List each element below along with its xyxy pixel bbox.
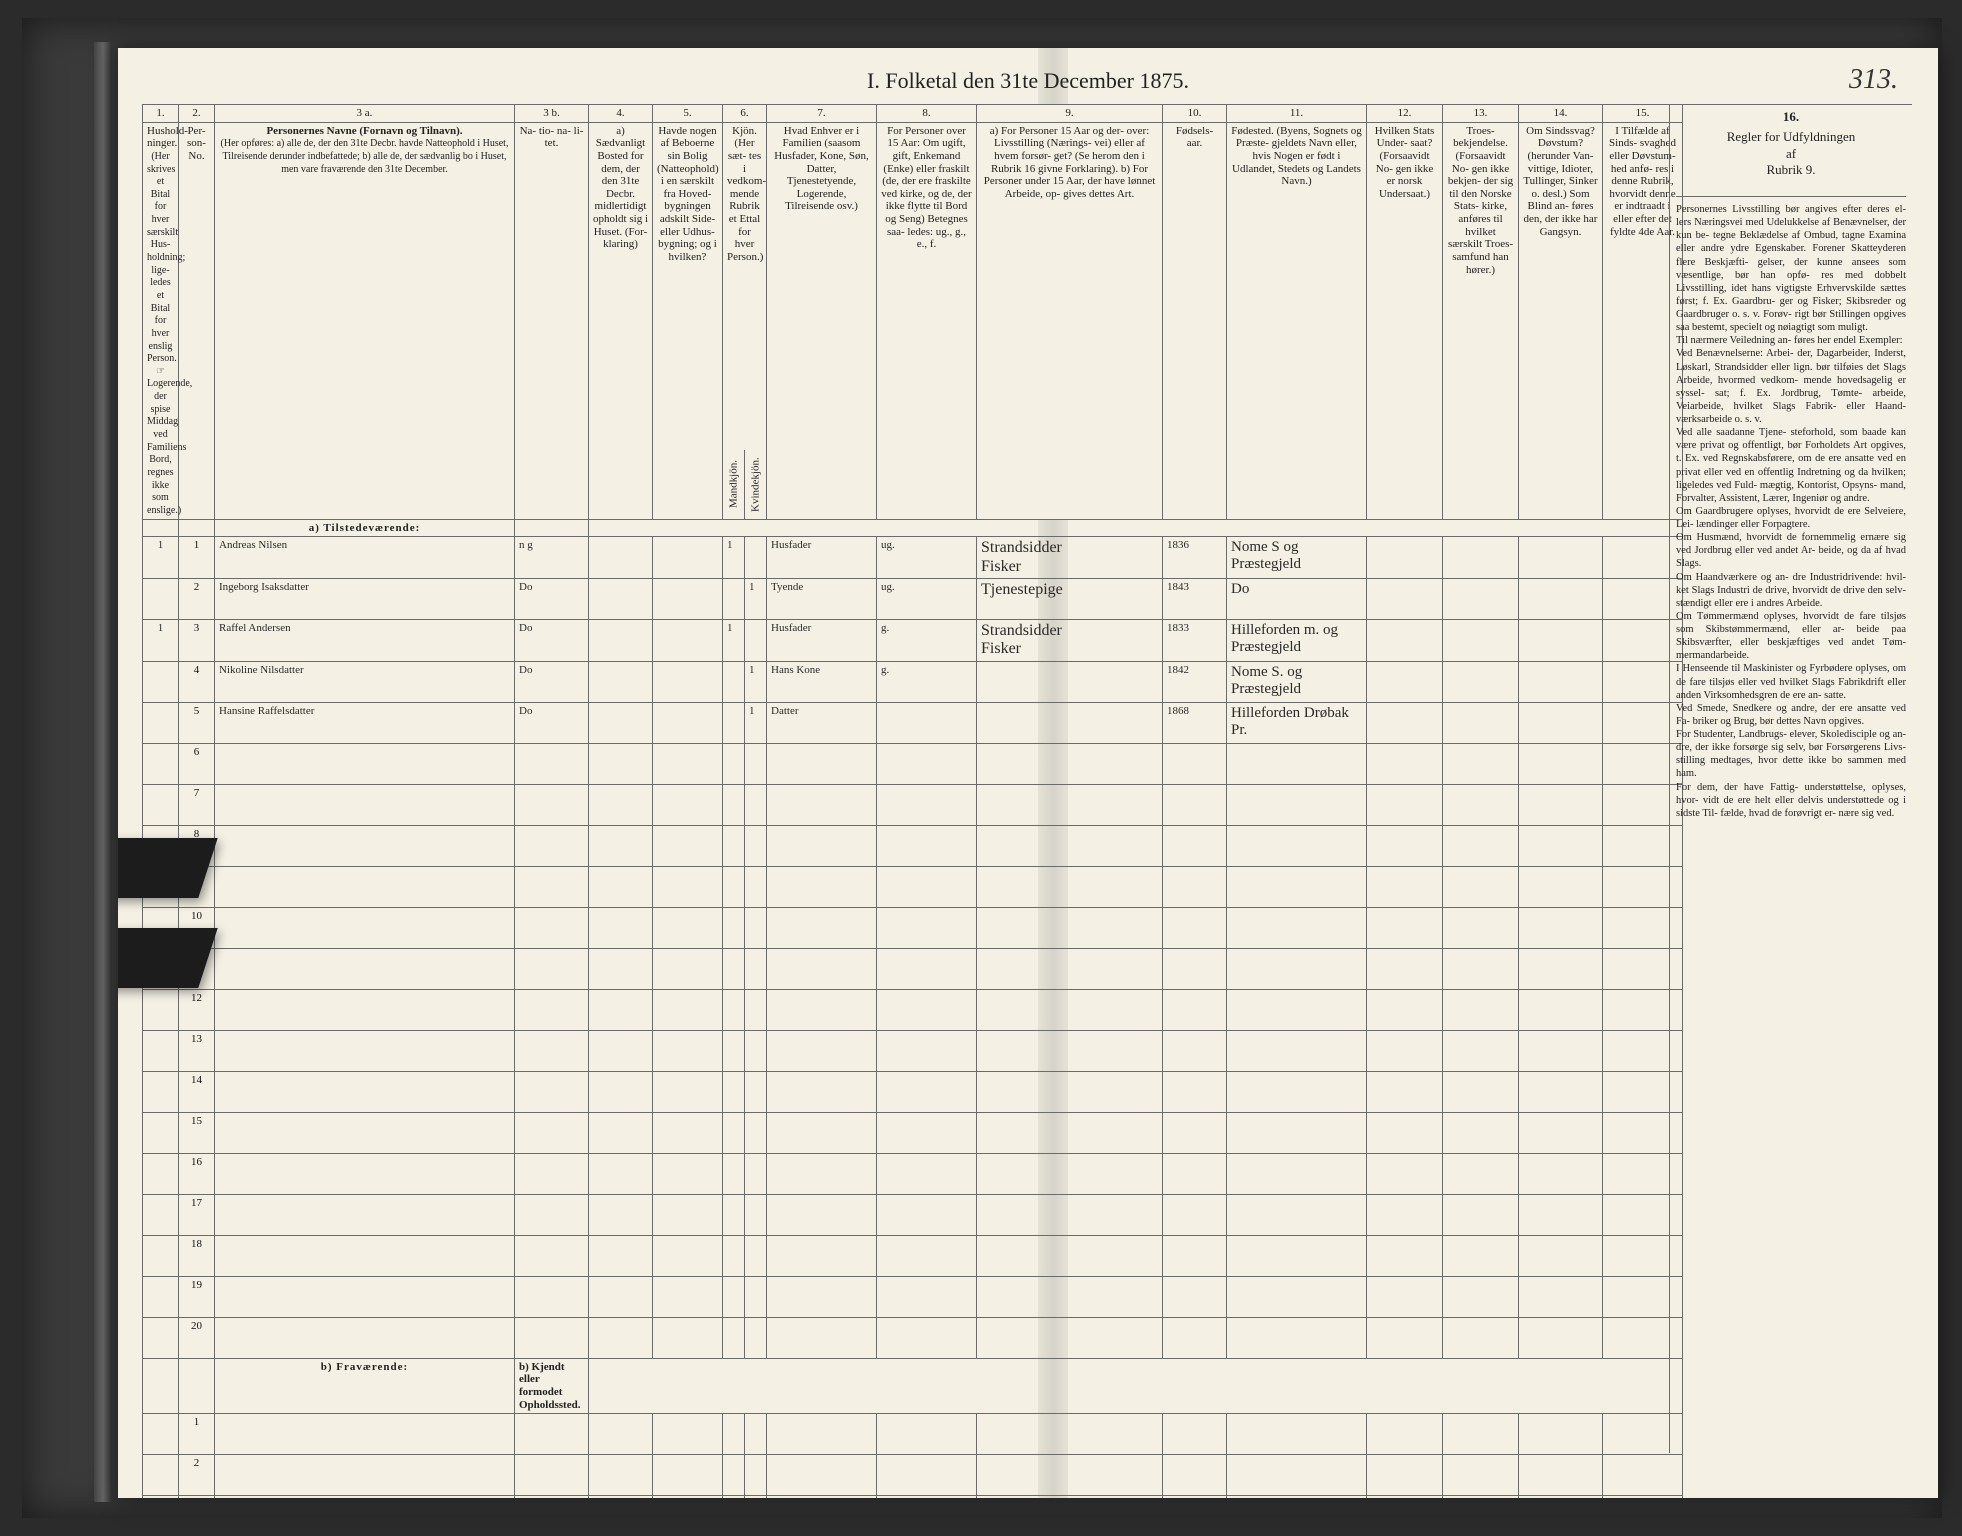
col-num: 7. (767, 105, 877, 123)
col-num: 2. (179, 105, 215, 123)
table-row: 2 (143, 1455, 1683, 1496)
person-no: 17 (179, 1194, 215, 1235)
col-num: 3 b. (515, 105, 589, 123)
table-row: 5Hansine RaffelsdatterDo1Datter1868Hille… (143, 702, 1683, 743)
person-no: 20 (179, 1317, 215, 1358)
col-num: 1. (143, 105, 179, 123)
table-row: 9 (143, 866, 1683, 907)
hdr-10: Fødsels- aar. (1163, 122, 1227, 519)
hdr-14: Om Sindssvag? Døvstum? (herunder Van- vi… (1519, 122, 1603, 519)
person-no: 4 (179, 661, 215, 702)
section-a-label-row: a) Tilstedeværende: (143, 519, 1683, 537)
table-row: 13Raffel AndersenDo1Husfaderg.Strandsidd… (143, 619, 1683, 661)
hdr-8: For Personer over 15 Aar: Om ugift, gift… (877, 122, 977, 519)
col-num: 9. (977, 105, 1163, 123)
col-num: 5. (653, 105, 723, 123)
rules-text: Personernes Livsstilling bør angives eft… (1676, 203, 1906, 820)
hdr-13: Troes- bekjendelse. (Forsaavidt No- gen … (1443, 122, 1519, 519)
col-num: 8. (877, 105, 977, 123)
hdr-6m: Mandkjön. (723, 450, 745, 519)
person-no: 16 (179, 1153, 215, 1194)
hdr-4: a) Sædvanligt Bosted for dem, der den 31… (589, 122, 653, 519)
rules-sidebar: 16. Regler for Udfyldningen af Rubrik 9.… (1669, 104, 1912, 1453)
table-row: 11Andreas Nilsenn g1Husfaderug.Strandsid… (143, 537, 1683, 579)
hdr-6: Kjön. (Her sæt- tes i vedkom- mende Rubr… (723, 122, 767, 450)
header-row: Hushold- ninger.(Her skrives et Bital fo… (143, 122, 1683, 450)
hdr-11: Fødested. (Byens, Sognets og Præste- gje… (1227, 122, 1367, 519)
column-number-row: 1.2.3 a.3 b.4.5.6.7.8.9.10.11.12.13.14.1… (143, 105, 1683, 123)
person-no: 6 (179, 743, 215, 784)
section-b-label-row: b) Fraværende: b) Kjendt eller formodet … (143, 1358, 1683, 1414)
hdr-9: a) For Personer 15 Aar og der- over: Liv… (977, 122, 1163, 519)
person-no: 1 (179, 537, 215, 579)
table-row: 1 (143, 1414, 1683, 1455)
person-no: 13 (179, 1030, 215, 1071)
table-row: 19 (143, 1276, 1683, 1317)
page-number: 313. (1849, 64, 1898, 96)
person-no: 19 (179, 1276, 215, 1317)
book-spine (94, 42, 112, 1502)
page-title: I. Folketal den 31te December 1875. (118, 68, 1938, 94)
person-no: 1 (179, 1414, 215, 1455)
hdr-16-num: 16. (1676, 109, 1906, 125)
col-num: 10. (1163, 105, 1227, 123)
person-no: 3 (179, 1496, 215, 1498)
section-b-label: b) Fraværende: (215, 1358, 515, 1414)
rows-b: 12345 (143, 1414, 1683, 1498)
hdr-7: Hvad Enhver er i Familien (saasom Husfad… (767, 122, 877, 519)
col-num: 12. (1367, 105, 1443, 123)
table-row: 13 (143, 1030, 1683, 1071)
table-row: 8 (143, 825, 1683, 866)
hdr-3b: Na- tio- na- li- tet. (515, 122, 589, 519)
hdr-6k: Kvindekjön. (745, 450, 767, 519)
col-num: 11. (1227, 105, 1367, 123)
table-row: 11 (143, 948, 1683, 989)
hdr-3b-b: b) Kjendt eller formodet Opholdssted. (515, 1358, 589, 1414)
hdr-16: Regler for Udfyldningen af Rubrik 9. (1676, 125, 1906, 197)
table-row: 12 (143, 989, 1683, 1030)
person-no: 5 (179, 702, 215, 743)
hdr-2: Per- son- No. (179, 122, 215, 519)
table-row: 4Nikoline NilsdatterDo1Hans Koneg.1842No… (143, 661, 1683, 702)
table-row: 3 (143, 1496, 1683, 1498)
person-no: 12 (179, 989, 215, 1030)
hdr-1: Hushold- ninger.(Her skrives et Bital fo… (143, 122, 179, 519)
hdr-5: Havde nogen af Beboerne sin Bolig (Natte… (653, 122, 723, 519)
hdr-3a: Personernes Navne (Fornavn og Tilnavn).(… (215, 122, 515, 519)
person-no: 14 (179, 1071, 215, 1112)
census-page: I. Folketal den 31te December 1875. 313.… (118, 48, 1938, 1498)
col-num: 4. (589, 105, 653, 123)
table-row: 18 (143, 1235, 1683, 1276)
col-num: 3 a. (215, 105, 515, 123)
census-table: 1.2.3 a.3 b.4.5.6.7.8.9.10.11.12.13.14. 1… (142, 104, 1683, 1498)
person-no: 7 (179, 784, 215, 825)
col-num: 14. (1519, 105, 1603, 123)
table-row: 16 (143, 1153, 1683, 1194)
section-a-label: a) Tilstedeværende: (215, 519, 515, 537)
table-row: 14 (143, 1071, 1683, 1112)
rows-a: 11Andreas Nilsenn g1Husfaderug.Strandsid… (143, 537, 1683, 1359)
book-frame: I. Folketal den 31te December 1875. 313.… (22, 18, 1942, 1518)
col-num: 13. (1443, 105, 1519, 123)
person-no: 2 (179, 578, 215, 619)
table-row: 17 (143, 1194, 1683, 1235)
table-row: 6 (143, 743, 1683, 784)
table-row: 15 (143, 1112, 1683, 1153)
table-row: 20 (143, 1317, 1683, 1358)
person-no: 2 (179, 1455, 215, 1496)
person-no: 3 (179, 619, 215, 661)
hdr-12: Hvilken Stats Under- saat? (Forsaavidt N… (1367, 122, 1443, 519)
table-row: 7 (143, 784, 1683, 825)
col-num: 6. (723, 105, 767, 123)
person-no: 18 (179, 1235, 215, 1276)
table-row: 2Ingeborg IsaksdatterDo1Tyendeug.Tjenest… (143, 578, 1683, 619)
person-no: 15 (179, 1112, 215, 1153)
table-row: 10 (143, 907, 1683, 948)
